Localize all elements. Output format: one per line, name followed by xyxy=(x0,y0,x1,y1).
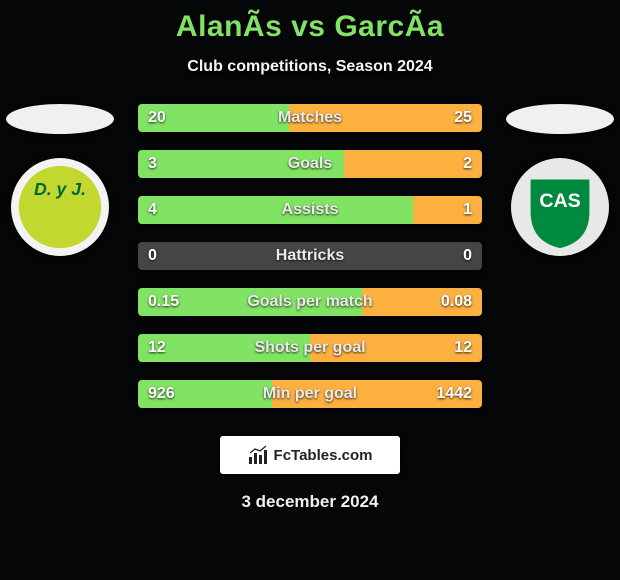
bar-value-right: 0.08 xyxy=(441,293,472,311)
bar-label: Goals xyxy=(288,155,332,173)
bar-value-right: 1442 xyxy=(436,385,472,403)
bar-label: Assists xyxy=(282,201,339,219)
bar-value-left: 20 xyxy=(148,109,166,127)
bar-value-left: 4 xyxy=(148,201,157,219)
site-label: FcTables.com xyxy=(274,447,373,464)
bar-fill-left xyxy=(138,196,413,224)
bar-label: Matches xyxy=(278,109,342,127)
title-player2: GarcÃ­a xyxy=(334,10,444,43)
bar-value-left: 12 xyxy=(148,339,166,357)
bar-value-left: 0 xyxy=(148,247,157,265)
bar-fill-right xyxy=(344,150,482,178)
title-player1: AlanÃ­s xyxy=(176,10,282,43)
bar-label: Shots per goal xyxy=(254,339,365,357)
team-left-crest: D. y J. xyxy=(11,158,109,256)
bar-value-left: 926 xyxy=(148,385,175,403)
bar-value-left: 0.15 xyxy=(148,293,179,311)
bar-value-left: 3 xyxy=(148,155,157,173)
stat-row: 3 2 Goals xyxy=(138,150,482,178)
bar-value-right: 12 xyxy=(454,339,472,357)
subtitle: Club competitions, Season 2024 xyxy=(0,58,620,76)
title-vs: vs xyxy=(282,10,334,43)
bar-label: Hattricks xyxy=(276,247,344,265)
date: 3 december 2024 xyxy=(0,492,620,512)
chart-icon xyxy=(248,445,268,465)
bar-value-right: 1 xyxy=(463,201,472,219)
team-right-crest: CAS xyxy=(511,158,609,256)
comparison-content: D. y J. CAS 20 25 Matches 3 2 Goals 4 1 Assists 0… xyxy=(0,104,620,408)
team-left-column: D. y J. xyxy=(0,104,120,256)
stat-bars: 20 25 Matches 3 2 Goals 4 1 Assists 0 0 Hattricks 0.… xyxy=(138,104,482,408)
stat-row: 0.15 0.08 Goals per match xyxy=(138,288,482,316)
crest-right-text: CAS xyxy=(539,190,580,212)
team-right-flag xyxy=(506,104,614,134)
stat-row: 4 1 Assists xyxy=(138,196,482,224)
bar-value-right: 25 xyxy=(454,109,472,127)
crest-left-text: D. y J. xyxy=(34,179,86,199)
stat-row: 12 12 Shots per goal xyxy=(138,334,482,362)
page-title: AlanÃ­s vs GarcÃ­a xyxy=(0,0,620,44)
bar-value-right: 2 xyxy=(463,155,472,173)
stat-row: 20 25 Matches xyxy=(138,104,482,132)
bar-label: Goals per match xyxy=(247,293,372,311)
team-left-flag xyxy=(6,104,114,134)
bar-value-right: 0 xyxy=(463,247,472,265)
stat-row: 926 1442 Min per goal xyxy=(138,380,482,408)
stat-row: 0 0 Hattricks xyxy=(138,242,482,270)
bar-label: Min per goal xyxy=(263,385,357,403)
site-badge: FcTables.com xyxy=(220,436,400,474)
team-right-column: CAS xyxy=(500,104,620,256)
